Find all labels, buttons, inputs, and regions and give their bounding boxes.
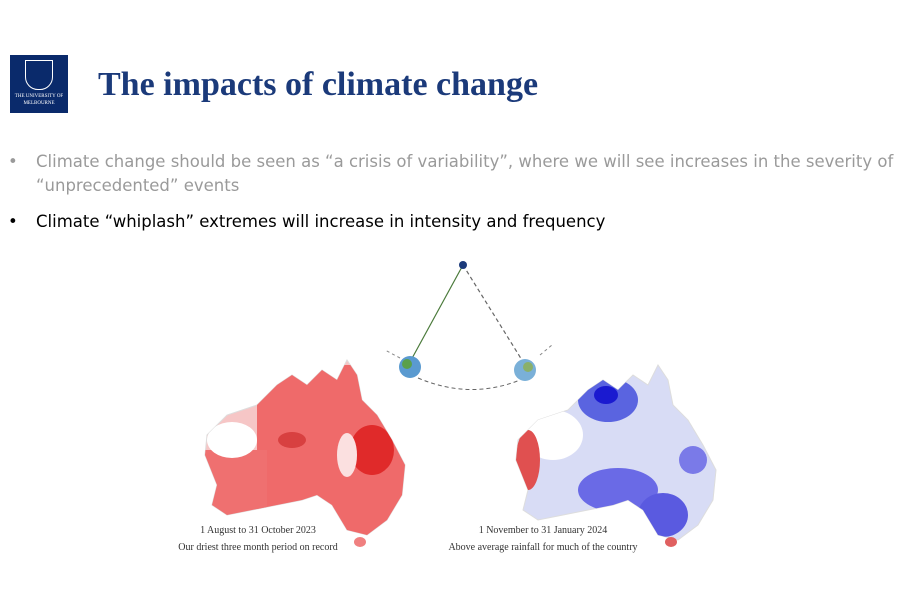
bullets: Climate change should be seen as “a cris…: [8, 150, 898, 234]
logo: THE UNIVERSITY OF MELBOURNE: [10, 55, 68, 113]
swing-arrow: [384, 344, 553, 359]
pendulum-arm: [462, 264, 526, 366]
globe-land: [523, 362, 533, 372]
bullet: Climate “whiplash” extremes will increas…: [8, 210, 898, 234]
map-date: 1 November to 31 January 2024: [479, 525, 608, 536]
crest: [25, 60, 53, 90]
globe-land: [402, 359, 412, 369]
swing-arc: [417, 377, 521, 391]
pivot: [459, 261, 467, 269]
logo-text: THE UNIVERSITY OF: [14, 94, 64, 99]
logo-text: MELBOURNE: [23, 101, 55, 106]
map-date: 1 August to 31 October 2023: [200, 525, 316, 536]
map-caption: Our driest three month period on record: [178, 542, 337, 553]
map-caption: Above average rainfall for much of the c…: [448, 542, 637, 553]
map-dry: [204, 359, 406, 547]
title: The impacts of climate change: [98, 66, 539, 103]
bullet: Climate change should be seen as “a cris…: [8, 150, 898, 198]
pendulum-arm: [409, 264, 464, 363]
map-wet: [515, 364, 717, 547]
